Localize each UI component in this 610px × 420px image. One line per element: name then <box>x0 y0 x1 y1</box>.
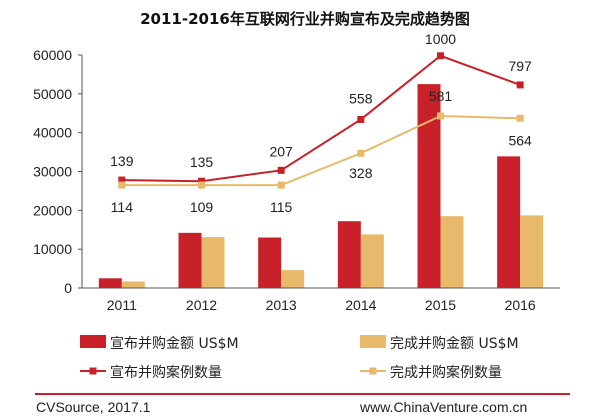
data-label-announced-count: 1000 <box>425 31 456 47</box>
point-completed-count <box>277 181 285 189</box>
data-label-announced-count: 139 <box>110 153 134 169</box>
x-tick-label: 2013 <box>266 297 297 313</box>
bar-completed-amount <box>121 281 145 288</box>
legend-swatch-red-bar <box>80 335 106 348</box>
footer-source: CVSource, 2017.1 <box>36 399 151 415</box>
bar-completed-amount <box>440 216 464 288</box>
bar-completed-amount <box>281 270 305 288</box>
legend-label: 完成并购金额 US$M <box>390 336 519 352</box>
y-tick-label: 0 <box>64 280 72 296</box>
legend-swatch-red-line <box>80 367 106 375</box>
chart-title: 2011-2016年互联网行业并购宣布及完成趋势图 <box>140 10 470 28</box>
y-tick-label: 50000 <box>33 86 72 102</box>
footer-divider <box>35 393 570 395</box>
data-label-announced-count: 797 <box>508 58 532 74</box>
x-tick-label: 2014 <box>345 297 376 313</box>
point-announced-count <box>516 81 524 89</box>
bar-completed-amount <box>201 237 225 288</box>
data-label-completed-count: 581 <box>429 88 453 104</box>
point-announced-count <box>277 166 285 174</box>
y-tick-label: 60000 <box>33 47 72 63</box>
footer-website: www.ChinaVenture.com.cn <box>360 399 528 415</box>
bar-announced-amount <box>337 221 361 288</box>
y-tick-label: 10000 <box>33 241 72 257</box>
line-announced-count <box>121 54 521 183</box>
y-tick-label: 30000 <box>33 164 72 180</box>
data-label-announced-count: 135 <box>190 154 214 170</box>
point-completed-count <box>118 181 126 189</box>
point-announced-count <box>357 115 365 123</box>
point-announced-count <box>118 176 126 184</box>
point-completed-count <box>437 112 444 120</box>
bar-announced-amount <box>258 237 282 288</box>
x-tick-label: 2016 <box>505 297 536 313</box>
legend-label: 宣布并购案例数量 <box>110 365 222 381</box>
legend-swatch-gold-line <box>360 367 386 375</box>
line-completed-count <box>121 114 521 187</box>
legend-label: 宣布并购金额 US$M <box>110 336 239 352</box>
bar-completed-amount <box>360 234 384 288</box>
data-label-completed-count: 114 <box>111 199 134 215</box>
y-tick-label: 40000 <box>33 125 72 141</box>
y-tick-label: 20000 <box>33 202 72 218</box>
data-label-completed-count: 328 <box>349 165 373 181</box>
data-label-completed-count: 115 <box>270 199 293 215</box>
x-tick-label: 2011 <box>107 297 137 313</box>
data-label-completed-count: 109 <box>190 199 214 215</box>
point-announced-count <box>437 52 444 60</box>
legend-swatch-gold-bar <box>360 335 386 348</box>
data-label-announced-count: 558 <box>349 90 373 106</box>
point-completed-count <box>516 114 524 122</box>
bar-announced-amount <box>98 278 122 288</box>
point-announced-count <box>198 177 205 185</box>
point-completed-count <box>198 181 205 189</box>
bar-announced-amount <box>178 232 202 288</box>
data-label-completed-count: 564 <box>508 132 532 148</box>
point-completed-count <box>357 149 365 157</box>
data-label-announced-count: 207 <box>269 143 293 159</box>
bar-announced-amount <box>497 156 521 288</box>
bar-announced-amount <box>417 84 441 288</box>
x-tick-label: 2015 <box>425 297 456 313</box>
x-tick-label: 2012 <box>186 297 217 313</box>
legend-label: 完成并购案例数量 <box>390 365 502 381</box>
bar-completed-amount <box>520 215 544 288</box>
